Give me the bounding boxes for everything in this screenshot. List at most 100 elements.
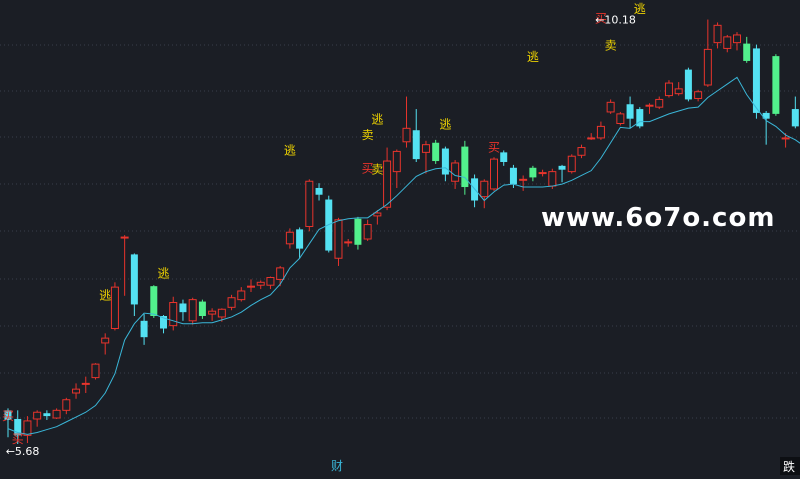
candle-body: [734, 35, 741, 43]
candle-body: [34, 412, 41, 419]
candle: [422, 141, 429, 174]
candle-body: [199, 302, 206, 316]
candle: [481, 179, 488, 208]
signal-label: 买: [488, 140, 500, 154]
candle: [257, 280, 264, 289]
candle-body: [539, 173, 546, 174]
candle: [539, 170, 546, 177]
candle-body: [150, 286, 157, 316]
candle-body: [413, 130, 420, 159]
candle-body: [277, 268, 284, 280]
candle-body: [695, 92, 702, 99]
candle-body: [432, 143, 439, 161]
candle-body: [345, 242, 352, 243]
candle-body: [685, 70, 692, 100]
candle-body: [617, 114, 624, 124]
candle: [452, 160, 459, 189]
candle-body: [364, 225, 371, 239]
signal-label: 逃: [284, 143, 296, 157]
candle-body: [131, 254, 138, 304]
candle-body: [491, 159, 498, 189]
candle: [675, 82, 682, 95]
candle: [92, 363, 99, 379]
candle: [403, 97, 410, 148]
signal-label: 卖: [362, 128, 374, 142]
candle: [568, 154, 575, 173]
candle: [345, 239, 352, 247]
candle: [636, 107, 643, 128]
candle: [73, 383, 80, 398]
candle-body: [500, 152, 507, 162]
candle-body: [597, 126, 604, 138]
candle: [724, 35, 731, 52]
candle: [772, 54, 779, 116]
candle-body: [568, 156, 575, 171]
candle-body: [452, 163, 459, 181]
candle-body: [665, 83, 672, 96]
candle-body: [354, 219, 361, 245]
candle-body: [24, 421, 31, 435]
signal-label: 卖: [371, 163, 383, 177]
candle: [734, 32, 741, 50]
candle: [121, 235, 128, 296]
signal-label: 卖: [605, 38, 617, 52]
candle: [189, 298, 196, 325]
candle: [63, 398, 70, 414]
candle: [559, 165, 566, 182]
candle-body: [43, 413, 50, 416]
candle: [656, 97, 663, 110]
candle: [267, 277, 274, 290]
candle-body: [102, 338, 109, 343]
candle-body: [82, 383, 89, 384]
high-price-marker: ←10.18: [595, 14, 636, 27]
candle: [131, 253, 138, 316]
candle: [384, 148, 391, 211]
candle: [228, 295, 235, 310]
candle-body: [403, 128, 410, 141]
candle: [432, 140, 439, 164]
candle: [500, 150, 507, 165]
signal-label: 逃: [99, 289, 111, 303]
candle-body: [588, 138, 595, 139]
candle-body: [228, 298, 235, 308]
candle: [617, 112, 624, 125]
candle: [685, 68, 692, 102]
candle-body: [209, 311, 216, 314]
candle-body: [63, 400, 70, 411]
candle: [150, 285, 157, 318]
candle: [170, 297, 177, 331]
candle-body: [442, 149, 449, 175]
candle-body: [141, 321, 148, 337]
candle: [704, 20, 711, 87]
candle: [461, 141, 468, 195]
candle: [102, 333, 109, 354]
signal-label: 逃: [439, 117, 451, 131]
candle-body: [306, 181, 313, 226]
bottom-right-label: 跌: [783, 459, 795, 474]
candle-body: [753, 48, 760, 112]
candle: [82, 377, 89, 393]
candle: [277, 266, 284, 286]
candle-body: [559, 166, 566, 170]
signal-label: 逃: [527, 50, 539, 64]
candle: [179, 300, 186, 321]
candle-body: [422, 145, 429, 153]
candle-body: [179, 303, 186, 312]
candle: [520, 175, 527, 190]
candle-body: [374, 213, 381, 216]
low-price-marker: ←5.68: [6, 445, 40, 458]
candle: [248, 279, 255, 292]
candle-body: [520, 179, 527, 180]
candle-body: [73, 389, 80, 393]
candle: [199, 300, 206, 319]
candle-body: [248, 286, 255, 287]
candle-body: [792, 109, 799, 126]
candle-body: [286, 232, 293, 244]
candle-body: [189, 300, 196, 321]
candle-body: [529, 168, 536, 178]
candle: [316, 183, 323, 200]
candle: [354, 217, 361, 250]
candle: [695, 90, 702, 102]
candle-body: [257, 282, 264, 285]
